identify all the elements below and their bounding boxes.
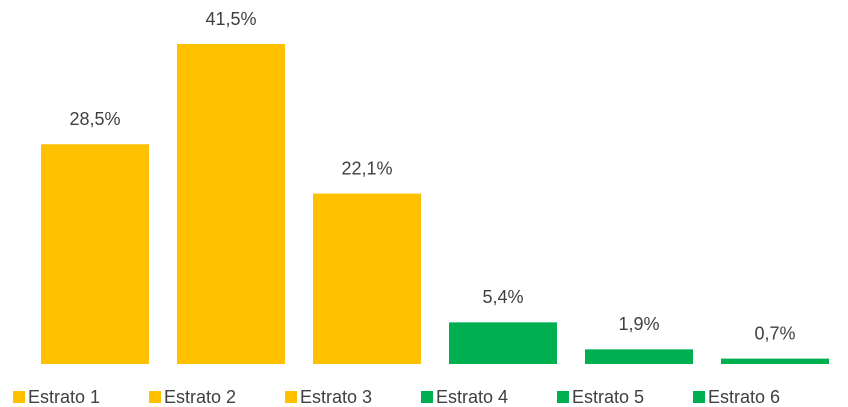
legend-label: Estrato 6 (708, 387, 780, 407)
value-label: 5,4% (482, 287, 523, 307)
value-label: 0,7% (754, 323, 795, 343)
value-label: 28,5% (69, 109, 120, 129)
legend-label: Estrato 3 (300, 387, 372, 407)
bar (177, 44, 285, 364)
bar (41, 144, 149, 364)
bar (585, 349, 693, 364)
legend-swatch (13, 391, 25, 403)
legend-label: Estrato 2 (164, 387, 236, 407)
value-label: 22,1% (341, 158, 392, 178)
legend-swatch (285, 391, 297, 403)
legend-label: Estrato 4 (436, 387, 508, 407)
legend-swatch (421, 391, 433, 403)
legend-label: Estrato 1 (28, 387, 100, 407)
value-label: 1,9% (618, 314, 659, 334)
legend-swatch (557, 391, 569, 403)
legend-label: Estrato 5 (572, 387, 644, 407)
bar (721, 358, 829, 364)
legend-swatch (149, 391, 161, 403)
legend-swatch (693, 391, 705, 403)
value-label: 41,5% (205, 9, 256, 29)
bar (449, 322, 557, 364)
bar (313, 193, 421, 364)
